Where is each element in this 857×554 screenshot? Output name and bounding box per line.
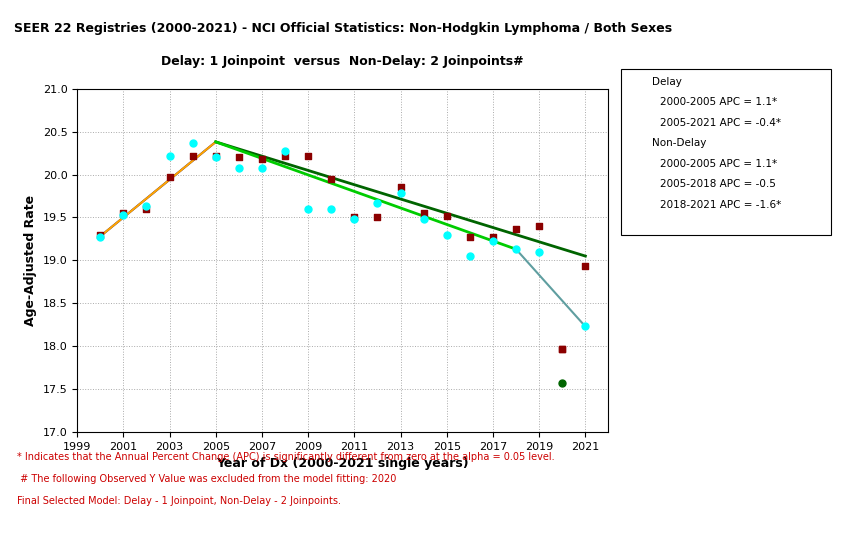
Text: Non-Delay: Non-Delay	[652, 138, 706, 148]
Text: 2005-2021 APC = -0.4*: 2005-2021 APC = -0.4*	[660, 118, 781, 128]
Point	[630, 78, 644, 86]
Point	[186, 151, 200, 160]
Point	[117, 211, 130, 219]
Point	[347, 215, 361, 224]
Point	[555, 379, 569, 388]
Point	[302, 151, 315, 160]
Point	[486, 233, 500, 242]
Point	[555, 345, 569, 353]
Point	[393, 189, 407, 198]
Point	[440, 231, 453, 240]
Point	[279, 147, 292, 156]
Point	[232, 153, 246, 162]
Point	[209, 151, 223, 160]
Point	[117, 209, 130, 218]
Y-axis label: Age-Adjusted Rate: Age-Adjusted Rate	[24, 195, 37, 326]
Point	[486, 236, 500, 245]
Point	[279, 151, 292, 160]
Text: 2000-2005 APC = 1.1*: 2000-2005 APC = 1.1*	[660, 98, 777, 107]
Point	[417, 215, 430, 224]
Point	[555, 345, 569, 353]
Text: Delay: 1 Joinpoint  versus  Non-Delay: 2 Joinpoints#: Delay: 1 Joinpoint versus Non-Delay: 2 J…	[161, 55, 524, 68]
Point	[370, 198, 384, 207]
Point	[325, 175, 339, 183]
Point	[255, 163, 269, 172]
Point	[463, 233, 476, 242]
Point	[630, 139, 644, 148]
Point	[440, 211, 453, 220]
Point	[370, 213, 384, 222]
Point	[509, 245, 523, 254]
Point	[255, 155, 269, 163]
Point	[140, 204, 153, 213]
Point	[325, 204, 339, 213]
Point	[140, 202, 153, 211]
Point	[163, 151, 177, 160]
Text: * Indicates that the Annual Percent Change (APC) is significantly different from: * Indicates that the Annual Percent Chan…	[17, 452, 554, 461]
Point	[509, 224, 523, 233]
Text: # The following Observed Y Value was excluded from the model fitting: 2020: # The following Observed Y Value was exc…	[17, 474, 397, 484]
Point	[578, 322, 592, 331]
Point	[93, 230, 107, 239]
Point	[232, 164, 246, 173]
Text: SEER 22 Registries (2000-2021) - NCI Official Statistics: Non-Hodgkin Lymphoma /: SEER 22 Registries (2000-2021) - NCI Off…	[14, 22, 672, 35]
Point	[532, 247, 546, 256]
Point	[163, 173, 177, 182]
Point	[302, 204, 315, 213]
Text: Final Selected Model: Delay - 1 Joinpoint, Non-Delay - 2 Joinpoints.: Final Selected Model: Delay - 1 Joinpoin…	[17, 496, 341, 506]
Point	[578, 262, 592, 271]
Point	[347, 213, 361, 222]
Text: 2005-2018 APC = -0.5: 2005-2018 APC = -0.5	[660, 179, 776, 189]
Point	[463, 252, 476, 260]
X-axis label: Year of Dx (2000-2021 single years): Year of Dx (2000-2021 single years)	[217, 458, 469, 470]
Point	[393, 183, 407, 192]
Point	[209, 153, 223, 162]
Point	[532, 222, 546, 230]
Point	[417, 209, 430, 218]
Point	[186, 138, 200, 147]
Text: Delay: Delay	[652, 77, 682, 87]
Text: 2018-2021 APC = -1.6*: 2018-2021 APC = -1.6*	[660, 200, 781, 210]
Text: 2000-2005 APC = 1.1*: 2000-2005 APC = 1.1*	[660, 159, 777, 169]
Point	[93, 233, 107, 242]
